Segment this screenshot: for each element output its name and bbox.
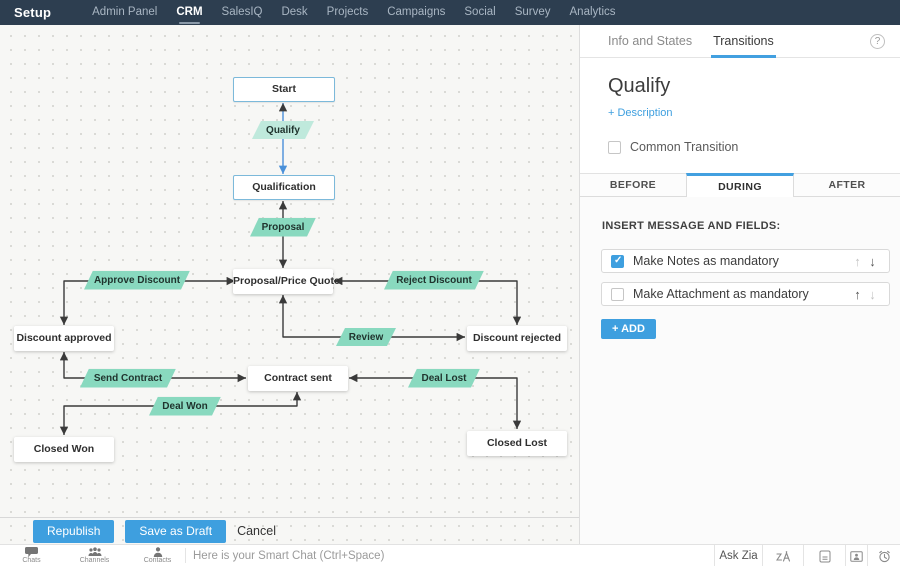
state-contract-sent[interactable]: Contract sent bbox=[248, 366, 348, 391]
field-checkbox[interactable] bbox=[611, 287, 624, 301]
transition-reject-discount[interactable]: Reject Discount bbox=[384, 271, 484, 290]
contacts-button[interactable]: Contacts bbox=[126, 545, 189, 566]
add-description-link[interactable]: + Description bbox=[608, 107, 673, 119]
nav-item-survey[interactable]: Survey bbox=[514, 6, 551, 18]
field-label: Make Notes as mandatory bbox=[633, 254, 779, 268]
state-closed-won[interactable]: Closed Won bbox=[14, 437, 114, 462]
move-up-icon[interactable]: ↑ bbox=[854, 286, 861, 302]
notes-icon bbox=[819, 550, 830, 562]
transition-approve-discount[interactable]: Approve Discount bbox=[84, 271, 190, 290]
fields-list: Make Notes as mandatory↑↓Make Attachment… bbox=[580, 249, 900, 306]
nav-item-campaigns[interactable]: Campaigns bbox=[387, 6, 446, 18]
phase-subtabs: BEFORE DURING AFTER bbox=[580, 173, 900, 197]
field-label: Make Attachment as mandatory bbox=[633, 287, 809, 301]
move-down-icon[interactable]: ↓ bbox=[869, 286, 876, 302]
transition-send-contract[interactable]: Send Contract bbox=[80, 369, 176, 388]
nav-item-crm[interactable]: CRM bbox=[176, 0, 203, 25]
nav-item-salesiq[interactable]: SalesIQ bbox=[221, 6, 263, 18]
move-down-icon[interactable]: ↓ bbox=[869, 253, 876, 269]
channels-label: Channels bbox=[79, 557, 110, 564]
chat-icon bbox=[25, 547, 38, 557]
ask-zia-button[interactable]: Ask Zia bbox=[714, 545, 762, 566]
transition-info: Qualify + Description Common Transition bbox=[580, 75, 900, 154]
contacts-label: Contacts bbox=[143, 557, 172, 564]
cancel-button[interactable]: Cancel bbox=[237, 524, 276, 538]
nav-item-desk[interactable]: Desk bbox=[281, 6, 308, 18]
transition-review[interactable]: Review bbox=[336, 328, 396, 346]
action-bar: Republish Save as Draft Cancel bbox=[0, 517, 579, 544]
help-icon[interactable]: ? bbox=[870, 34, 885, 49]
common-transition-row: Common Transition bbox=[608, 140, 900, 154]
field-row-make-attachment-as-mandatory: Make Attachment as mandatory ↑ ↓ bbox=[601, 282, 890, 306]
save-as-draft-button[interactable]: Save as Draft bbox=[125, 519, 227, 543]
section-heading: INSERT MESSAGE AND FIELDS: bbox=[602, 220, 781, 232]
panel-tabs: Info and States Transitions ? bbox=[580, 25, 900, 58]
state-qualification[interactable]: Qualification bbox=[233, 175, 335, 200]
common-transition-checkbox[interactable] bbox=[608, 140, 621, 154]
nav-item-projects[interactable]: Projects bbox=[326, 6, 369, 18]
republish-button[interactable]: Republish bbox=[33, 519, 115, 543]
tab-transitions[interactable]: Transitions bbox=[711, 25, 776, 58]
state-closed-lost[interactable]: Closed Lost bbox=[467, 431, 567, 456]
state-proposal-price-quote[interactable]: Proposal/Price Quote bbox=[233, 269, 340, 294]
footer-left: Chats Channels Contacts bbox=[0, 545, 189, 566]
state-discount-approved[interactable]: Discount approved bbox=[14, 326, 114, 351]
chats-button[interactable]: Chats bbox=[0, 545, 63, 566]
footer-bar: Chats Channels Contacts Here is your Sma… bbox=[0, 544, 900, 566]
move-up-icon[interactable]: ↑ bbox=[854, 253, 861, 269]
top-nav: Setup Admin Panel CRM SalesIQ Desk Projects C… bbox=[0, 0, 900, 25]
smart-chat-input[interactable]: Here is your Smart Chat (Ctrl+Space) bbox=[193, 550, 385, 562]
add-button[interactable]: + ADD bbox=[601, 319, 656, 339]
footer-divider bbox=[185, 548, 186, 563]
nav-items: Admin Panel CRM SalesIQ Desk Projects Campaig… bbox=[92, 0, 634, 25]
setup-brand[interactable]: Setup bbox=[14, 5, 52, 20]
transition-proposal[interactable]: Proposal bbox=[250, 218, 316, 237]
state-start[interactable]: Start bbox=[233, 77, 335, 102]
reminder-button[interactable] bbox=[867, 545, 900, 566]
nav-item-social[interactable]: Social bbox=[464, 6, 496, 18]
during-content: INSERT MESSAGE AND FIELDS: Make Notes as… bbox=[580, 197, 900, 544]
channels-icon bbox=[88, 547, 101, 556]
flow-edge bbox=[59, 352, 246, 383]
field-checkbox[interactable] bbox=[611, 254, 624, 268]
zia-button[interactable] bbox=[762, 545, 803, 566]
contact-card-icon bbox=[850, 550, 863, 562]
tab-before[interactable]: BEFORE bbox=[580, 173, 686, 197]
tab-after[interactable]: AFTER bbox=[794, 173, 900, 197]
field-row-make-notes-as-mandatory: Make Notes as mandatory ↑ ↓ bbox=[601, 249, 890, 273]
contacts-icon bbox=[153, 547, 162, 557]
footer-right: Ask Zia bbox=[714, 545, 900, 566]
flow-edge bbox=[278, 295, 465, 342]
chats-label: Chats bbox=[22, 557, 41, 564]
transition-deal-lost[interactable]: Deal Lost bbox=[408, 369, 480, 388]
zia-icon bbox=[775, 550, 790, 562]
reminder-icon bbox=[878, 550, 890, 562]
transition-qualify[interactable]: Qualify bbox=[252, 121, 314, 139]
tab-during[interactable]: DURING bbox=[686, 173, 794, 197]
notes-button[interactable] bbox=[803, 545, 845, 566]
transition-deal-won[interactable]: Deal Won bbox=[149, 397, 221, 416]
common-transition-label: Common Transition bbox=[630, 140, 739, 154]
transition-title: Qualify bbox=[608, 75, 671, 97]
contact-card-button[interactable] bbox=[845, 545, 867, 566]
flow-edge bbox=[349, 373, 522, 429]
nav-item-analytics[interactable]: Analytics bbox=[569, 6, 616, 18]
blueprint-canvas[interactable]: Republish Save as Draft Cancel Qualify Pr… bbox=[0, 25, 580, 544]
nav-item-admin-panel[interactable]: Admin Panel bbox=[92, 6, 158, 18]
tab-info-and-states[interactable]: Info and States bbox=[608, 33, 693, 48]
channels-button[interactable]: Channels bbox=[63, 545, 126, 566]
transition-panel: Info and States Transitions ? Qualify + … bbox=[580, 25, 900, 544]
state-discount-rejected[interactable]: Discount rejected bbox=[467, 326, 567, 351]
